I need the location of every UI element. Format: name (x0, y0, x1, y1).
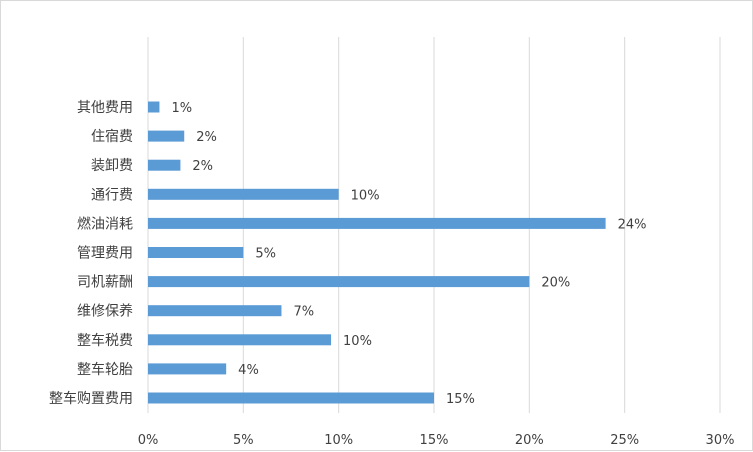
bar-7 (148, 305, 282, 317)
category-label-2: 装卸费 (91, 158, 133, 174)
bar-1 (148, 130, 185, 142)
x-tick-label-6: 30% (706, 433, 735, 448)
bar-8 (148, 334, 332, 346)
data-label-6: 20% (541, 276, 570, 291)
data-label-10: 15% (446, 392, 475, 407)
data-label-7: 7% (293, 305, 314, 320)
data-label-2: 2% (192, 159, 213, 174)
x-tick-label-2: 10% (324, 433, 353, 448)
category-label-10: 整车购置费用 (49, 390, 133, 407)
data-label-5: 5% (255, 247, 276, 262)
bar-10 (148, 392, 434, 404)
bar-5 (148, 247, 244, 258)
category-label-0: 其他费用 (77, 100, 133, 116)
data-label-3: 10% (351, 188, 380, 203)
category-label-8: 整车税费 (77, 332, 133, 349)
bar-3 (148, 188, 339, 200)
data-label-9: 4% (238, 363, 259, 378)
category-label-4: 燃油消耗 (77, 215, 133, 232)
category-label-9: 整车轮胎 (77, 361, 133, 378)
category-label-3: 通行费 (91, 187, 133, 203)
category-label-7: 维修保养 (77, 304, 133, 320)
data-label-4: 24% (618, 217, 647, 232)
data-label-8: 10% (343, 334, 372, 349)
x-tick-label-4: 20% (515, 433, 544, 448)
bar-2 (148, 159, 181, 171)
category-label-5: 管理费用 (77, 246, 133, 262)
bar-9 (148, 363, 227, 375)
x-tick-label-5: 25% (610, 433, 639, 448)
x-tick-label-1: 5% (233, 433, 254, 448)
x-tick-label-0: 0% (138, 433, 159, 448)
category-label-6: 司机薪酬 (77, 275, 133, 291)
x-tick-label-3: 15% (420, 433, 449, 448)
bar-4 (148, 217, 606, 229)
data-label-0: 1% (171, 101, 192, 116)
category-label-1: 住宿费 (91, 128, 133, 145)
bar-6 (148, 276, 530, 288)
bar-0 (148, 101, 160, 113)
data-label-1: 2% (196, 130, 217, 145)
